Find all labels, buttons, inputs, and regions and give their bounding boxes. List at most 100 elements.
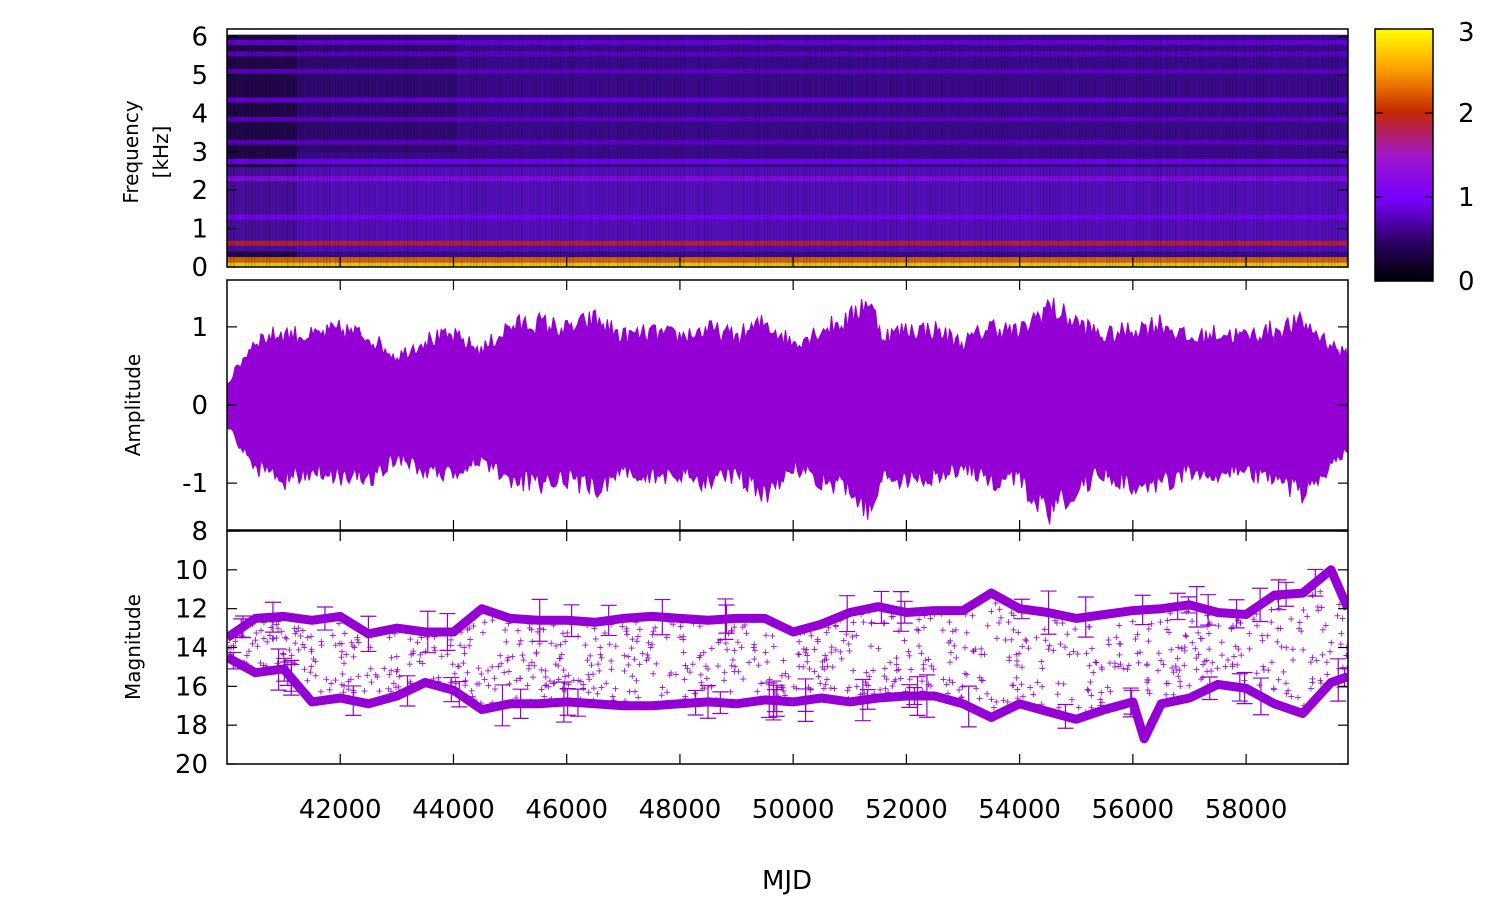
spectrogram-column [320, 34, 322, 267]
spectrogram-column [722, 35, 724, 267]
spectrogram-column [1343, 35, 1345, 267]
spectrogram-column [1199, 34, 1201, 267]
spectrogram-column [695, 34, 697, 267]
spectrogram-column [446, 35, 448, 267]
spectrogram-column [647, 34, 649, 267]
spectrogram-column [998, 34, 1000, 267]
spectrogram-column [521, 34, 523, 267]
spectrogram-column [908, 34, 910, 267]
spectrogram-column [776, 34, 778, 267]
spectrogram-column [509, 34, 511, 267]
spectrogram-column [929, 34, 931, 267]
spectrogram-column [1007, 34, 1009, 267]
spectrogram-column [314, 35, 316, 267]
spectrogram-column [353, 34, 355, 267]
spectrogram-column [629, 34, 631, 267]
spectrogram-column [1070, 34, 1072, 267]
spectrogram-column [932, 34, 934, 267]
spectrogram-column [794, 34, 796, 267]
spectrogram-column [872, 34, 874, 267]
spectrogram-top-blank [227, 29, 1348, 35]
spectrogram-column [1262, 34, 1264, 267]
waveform-ylabel: Amplitude [121, 354, 145, 457]
spectrogram-column [683, 34, 685, 267]
spectrogram-column [455, 34, 457, 267]
spectrogram-column [524, 35, 526, 267]
waveform-y-ticks: -1 0 1 [182, 313, 1348, 499]
spectrogram-column [662, 34, 664, 267]
spectrogram-column [1058, 34, 1060, 267]
colorbar: 0 1 2 3 [1374, 18, 1475, 297]
spectrogram-column [1055, 34, 1057, 267]
spectrogram-column [1109, 34, 1111, 267]
spectrogram-column [308, 34, 310, 267]
spectrogram-column [1232, 34, 1234, 267]
spectrogram-column [242, 35, 244, 267]
spectrogram-column [1214, 34, 1216, 267]
spectrogram-column [1172, 34, 1174, 267]
waveform-ytick-label--1: -1 [182, 469, 208, 499]
spectrogram-column [914, 34, 916, 267]
spectrogram-column [404, 34, 406, 267]
spectrogram-column [1085, 34, 1087, 267]
spectrogram-column [317, 34, 319, 267]
spectrogram-column [749, 34, 751, 267]
spectrogram-column [1298, 34, 1300, 267]
spectrogram-column [1151, 34, 1153, 267]
lightcurve-ytick-label-14: 14 [175, 634, 208, 664]
spectrogram-column [407, 34, 409, 267]
spectrogram-column [1001, 34, 1003, 267]
spectrogram-column [542, 35, 544, 267]
spectrogram-column [1178, 35, 1180, 267]
spectrogram-column [1331, 34, 1333, 267]
lightcurve-xtick-label-52000: 52000 [865, 795, 948, 825]
spectrogram-column [1337, 34, 1339, 267]
spectrogram-column [755, 34, 757, 267]
spectrogram-column [449, 34, 451, 267]
spectrogram-column [920, 34, 922, 267]
spectrogram-column [392, 34, 394, 267]
spectrogram-column [740, 34, 742, 267]
spectrogram-column [1064, 35, 1066, 267]
spectrogram-column [236, 35, 238, 267]
spectrogram-column [1241, 34, 1243, 267]
spectrogram-column [311, 34, 313, 267]
spectrogram-column [923, 35, 925, 267]
spectrogram-column [569, 34, 571, 267]
spectrogram-band-7 [227, 116, 1348, 122]
spectrogram-column [878, 35, 880, 267]
spectrogram-column [1274, 35, 1276, 267]
spectrogram-column [1244, 34, 1246, 267]
lightcurve-plot [227, 565, 1348, 744]
spectrogram-column [341, 34, 343, 267]
colorbar-tick-label-1: 1 [1458, 183, 1475, 213]
lightcurve-xtick-label-42000: 42000 [299, 795, 382, 825]
spectrogram-column [254, 34, 256, 267]
spectrogram-column [1043, 34, 1045, 267]
spectrogram-column [503, 34, 505, 267]
spectrogram-column [293, 34, 295, 267]
spectrogram-column [674, 34, 676, 267]
spectrogram-column [626, 35, 628, 267]
spectrogram-column [974, 34, 976, 267]
lightcurve-faint-envelope [227, 653, 1348, 744]
spectrogram-column [863, 34, 865, 267]
spectrogram-column [533, 34, 535, 267]
spectrogram-column [1082, 34, 1084, 267]
spectrogram-column [605, 34, 607, 267]
spectrogram-column [239, 35, 241, 267]
lightcurve-xtick-label-54000: 54000 [978, 795, 1061, 825]
spectrogram-column [710, 34, 712, 267]
spectrogram-column [893, 34, 895, 267]
spectrogram-column [500, 34, 502, 267]
spectrogram-column [611, 35, 613, 267]
spectrogram-column [344, 35, 346, 267]
spectrogram-column [1016, 35, 1018, 267]
spectrogram-column [1028, 34, 1030, 267]
spectrogram-column [1118, 34, 1120, 267]
spectrogram-column [554, 34, 556, 267]
spectrogram-column [1223, 34, 1225, 267]
spectrogram-column [1289, 34, 1291, 267]
spectrogram-column [1166, 34, 1168, 267]
spectrogram-column [584, 35, 586, 267]
